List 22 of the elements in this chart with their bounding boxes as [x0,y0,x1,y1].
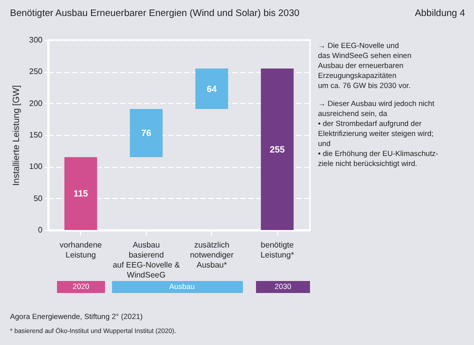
y-axis-title: Installierte Leistung [GW] [11,85,22,186]
text: Abbildung 4 [414,8,465,19]
y-tick-label: 300 [29,36,44,44]
y-tick-label: 200 [29,98,44,108]
bar [130,109,163,158]
data-label: 76 [141,128,152,138]
y-tick-label: 150 [29,130,44,140]
data-label: 115 [73,188,88,199]
x-tick-label: zusätzlich notwendiger Ausbau* [190,240,234,270]
bar [64,157,98,230]
x-tick-label: Ausbau basierend auf EEG-Novelle & WindSeeG [112,240,180,280]
data-label: 64 [206,84,217,94]
chart-title: Benötigter Ausbau Erneuerbarer Energien (Wind und Solar) bis 2030 [10,8,300,19]
y-tick-label: 100 [29,162,44,172]
x-tick-label: vorhandene Leistung [60,240,102,260]
y-tick-label: 250 [29,67,44,76]
y-tick-label: 0 [38,226,44,234]
y-tick-label: 50 [34,194,44,203]
bar [195,68,228,110]
bar [260,68,294,230]
x-tick-label: benötigte Leistung* [260,240,294,260]
data-label: 255 [270,144,285,154]
